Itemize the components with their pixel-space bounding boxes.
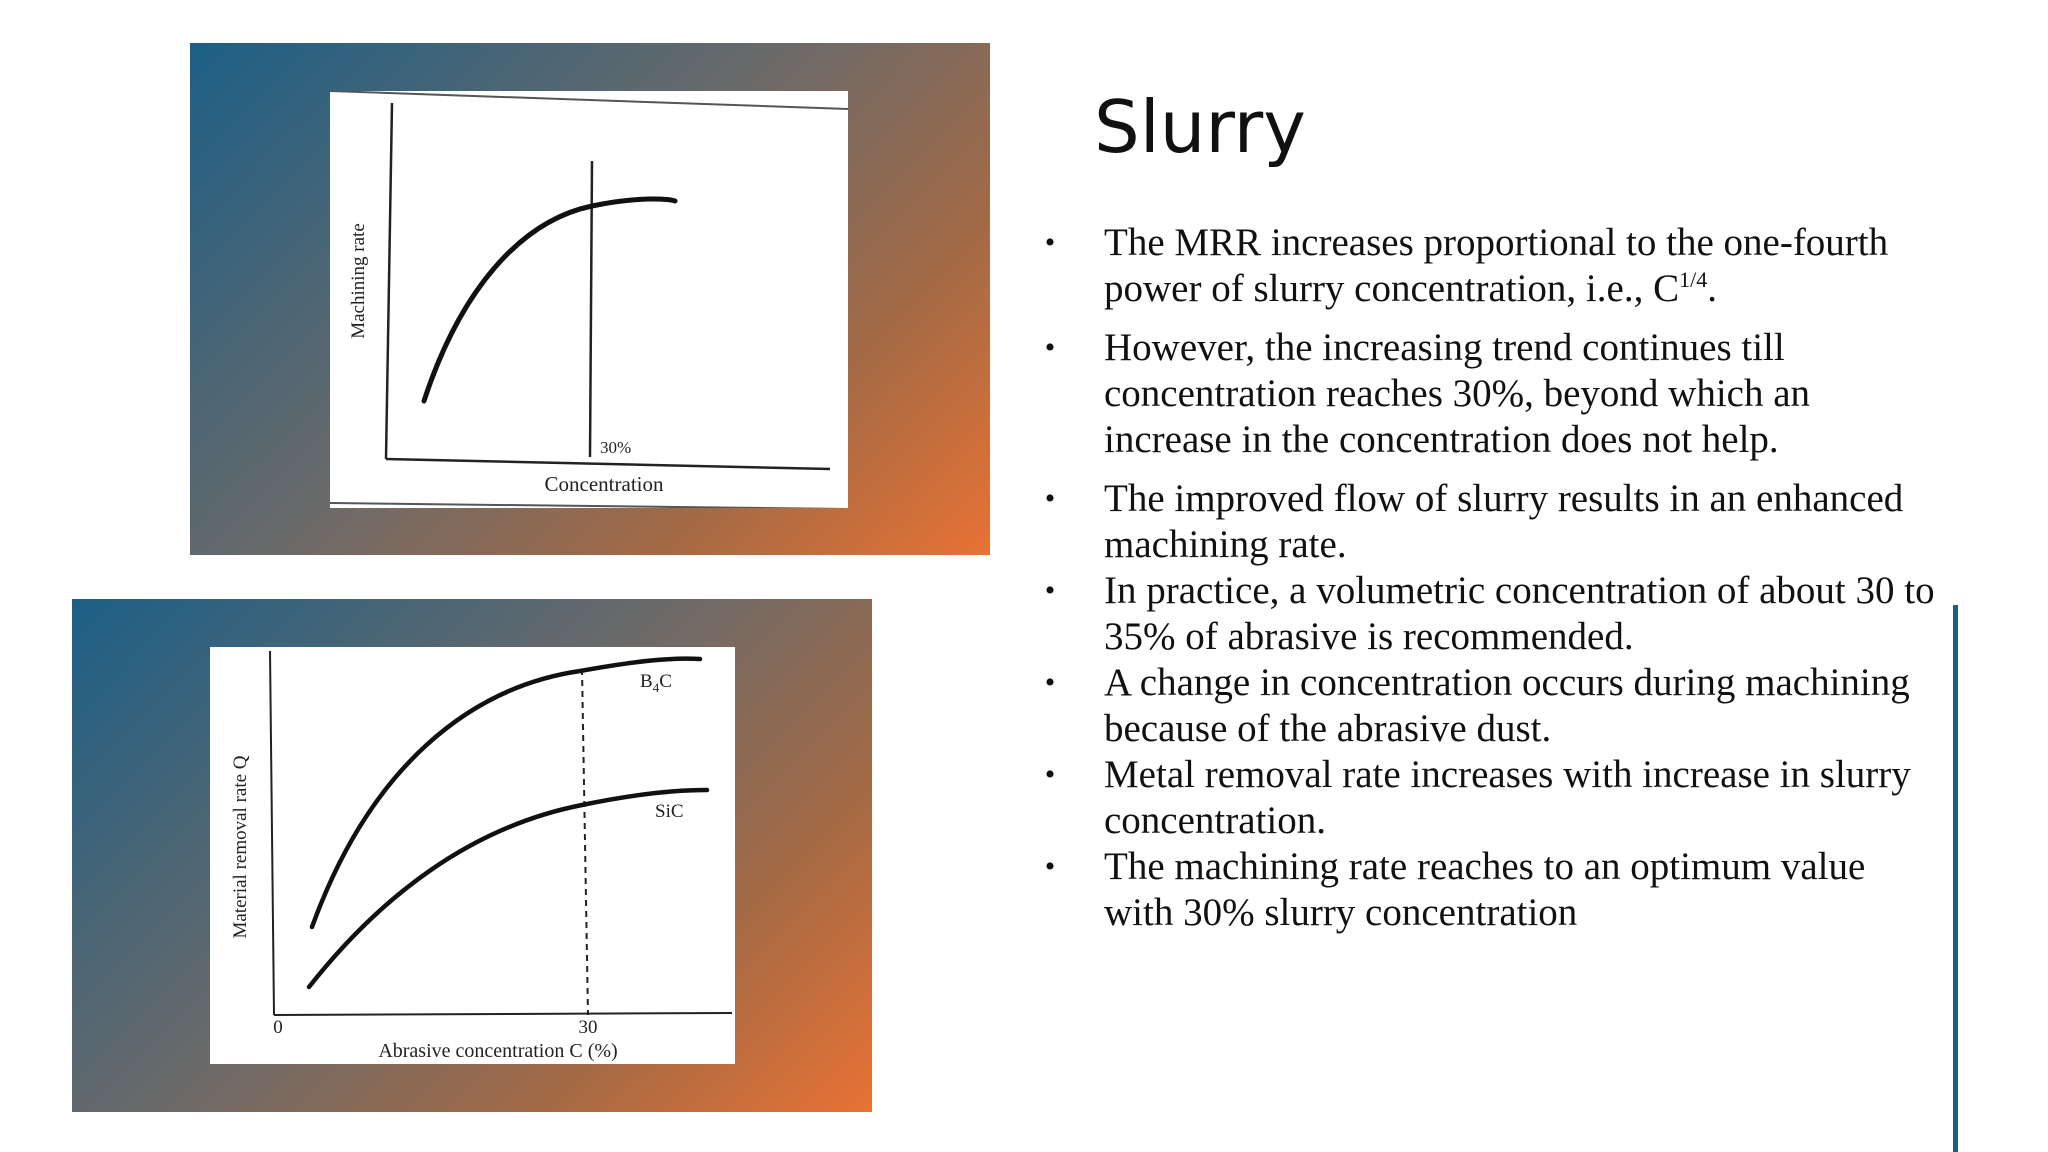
bullet-list: • The MRR increases proportional to the o…	[1040, 220, 1940, 936]
series-label-b4c: B4C	[640, 671, 672, 695]
y-axis-label: Machining rate	[348, 223, 369, 339]
bullet-text: The MRR increases proportional to the on…	[1104, 221, 1889, 310]
tick-label-0: 0	[273, 1017, 283, 1038]
photo-edge-bottom	[330, 502, 848, 508]
removal-rate-graph: B4C SiC 0 30 Abrasive concentration C (%…	[230, 650, 733, 1062]
sic-curve	[306, 787, 710, 990]
bullet-dot: •	[1044, 482, 1056, 515]
series-label-sic: SiC	[655, 801, 684, 822]
tick-label-30: 30	[579, 1017, 598, 1038]
concentration-marker-line	[588, 160, 594, 458]
machining-rate-curve	[421, 196, 678, 404]
bullet-item: • In practice, a volumetric concentration…	[1040, 568, 1940, 660]
machining-rate-graph-image: 30% Concentration Machining rate	[330, 91, 848, 508]
bullet-text: Metal removal rate increases with increa…	[1104, 753, 1911, 842]
bullet-text: The machining rate reaches to an optimum…	[1104, 845, 1866, 934]
accent-rule	[1953, 605, 1958, 1152]
bullet-text: A change in concentration occurs during …	[1104, 661, 1910, 750]
bullet-item: • The improved flow of slurry results in …	[1040, 476, 1940, 568]
bullet-dot: •	[1044, 226, 1056, 259]
bullet-item: • The machining rate reaches to an optimu…	[1040, 844, 1940, 936]
bullet-text: The improved flow of slurry results in a…	[1104, 477, 1904, 566]
bottom-figure-frame: B4C SiC 0 30 Abrasive concentration C (%…	[72, 599, 872, 1112]
x-axis	[385, 457, 831, 471]
marker-label: 30%	[600, 438, 631, 457]
machining-rate-graph: 30% Concentration Machining rate	[330, 91, 848, 508]
x-axis-label: Abrasive concentration C (%)	[378, 1040, 617, 1062]
x-axis-label: Concentration	[545, 472, 664, 496]
slide-title: Slurry	[1094, 85, 1306, 169]
top-figure-frame: 30% Concentration Machining rate	[190, 43, 990, 555]
bullet-text: However, the increasing trend continues …	[1104, 326, 1811, 461]
bullet-item: • However, the increasing trend continues…	[1040, 325, 1940, 463]
x-axis	[273, 1012, 733, 1016]
bullet-text: In practice, a volumetric concentration …	[1104, 569, 1935, 658]
bullet-item: • The MRR increases proportional to the o…	[1040, 220, 1940, 312]
bullet-text-end: .	[1707, 267, 1717, 310]
y-axis	[384, 102, 394, 460]
b4c-curve	[309, 656, 703, 930]
y-axis-label: Material removal rate Q	[230, 755, 251, 938]
bullet-dot: •	[1044, 574, 1056, 607]
bullet-item: • A change in concentration occurs during…	[1040, 660, 1940, 752]
bullet-dot: •	[1044, 666, 1056, 699]
bullet-dot: •	[1044, 758, 1056, 791]
dashed-30-line	[581, 668, 589, 1016]
bullet-superscript: 1/4	[1679, 267, 1708, 292]
removal-rate-graph-image: B4C SiC 0 30 Abrasive concentration C (%…	[210, 647, 735, 1064]
y-axis	[269, 650, 275, 1016]
photo-edge-top	[330, 91, 848, 110]
bullet-item: • Metal removal rate increases with incre…	[1040, 752, 1940, 844]
bullet-dot: •	[1044, 850, 1056, 883]
bullet-dot: •	[1044, 331, 1056, 364]
